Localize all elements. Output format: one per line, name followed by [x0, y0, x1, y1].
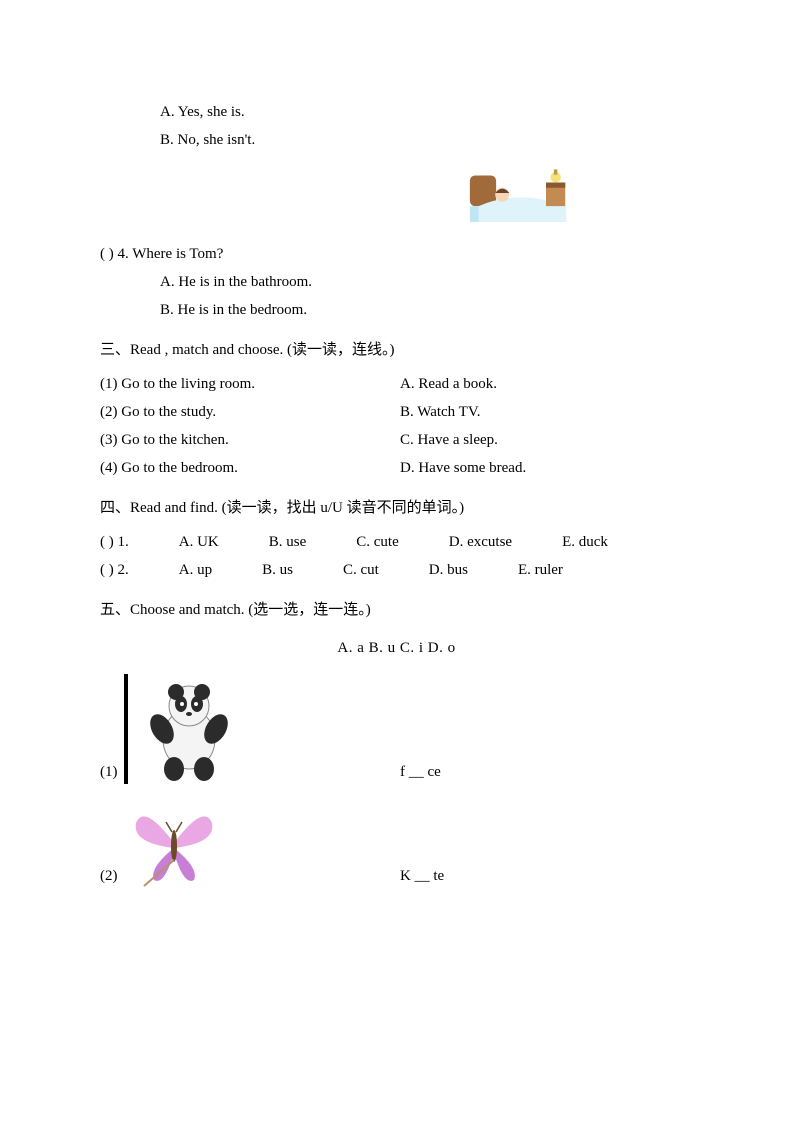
q4-prompt: ( ) 4. Where is Tom?: [100, 242, 693, 266]
section4-q2-d: D. bus: [429, 558, 468, 582]
q4-option-b: B. He is in the bedroom.: [160, 298, 693, 322]
q3-option-a: A. Yes, she is.: [160, 100, 693, 124]
section4-q2-prefix: ( ) 2.: [100, 558, 129, 582]
section3-left-4: (4) Go to the bedroom.: [100, 456, 400, 480]
section3-left-1: (1) Go to the living room.: [100, 372, 400, 396]
butterfly-icon: [124, 798, 224, 888]
section3-row-1: (1) Go to the living room. A. Read a boo…: [100, 372, 693, 396]
section4-q1-e: E. duck: [562, 530, 608, 554]
worksheet-page: A. Yes, she is. B. No, she isn't. ( ) 4.…: [0, 0, 793, 962]
q4-option-a: A. He is in the bathroom.: [160, 270, 693, 294]
section4-q1-c: C. cute: [356, 530, 399, 554]
section5-item2: (2) K __ te: [100, 798, 693, 888]
section4-q1-prefix: ( ) 1.: [100, 530, 129, 554]
section5-item2-word: K __ te: [400, 864, 693, 888]
section4-q2-e: E. ruler: [518, 558, 563, 582]
section3-right-2: B. Watch TV.: [400, 400, 693, 424]
bed-icon: [463, 158, 573, 228]
q4-image-container: [100, 158, 693, 236]
section5-title: 五、Choose and match. (选一选，连一连。): [100, 598, 693, 622]
section3-title: 三、Read , match and choose. (读一读，连线。): [100, 338, 693, 362]
section5-item1-word: f __ ce: [400, 760, 693, 784]
section4-q2-b: B. us: [262, 558, 293, 582]
section4-q1: ( ) 1. A. UK B. use C. cute D. excutse E…: [100, 530, 693, 554]
section3-right-3: C. Have a sleep.: [400, 428, 693, 452]
section3-row-3: (3) Go to the kitchen. C. Have a sleep.: [100, 428, 693, 452]
section4-q2-c: C. cut: [343, 558, 379, 582]
section4-q1-b: B. use: [269, 530, 307, 554]
section3-right-1: A. Read a book.: [400, 372, 693, 396]
section4-title: 四、Read and find. (读一读，找出 u/U 读音不同的单词。): [100, 496, 693, 520]
section4-q2: ( ) 2. A. up B. us C. cut D. bus E. rule…: [100, 558, 693, 582]
panda-icon: [134, 674, 244, 784]
section5-item1-num: (1): [100, 760, 118, 784]
section3-left-2: (2) Go to the study.: [100, 400, 400, 424]
q3-option-b: B. No, she isn't.: [160, 128, 693, 152]
section5-choices: A. a B. u C. i D. o: [100, 636, 693, 660]
section3-right-4: D. Have some bread.: [400, 456, 693, 480]
section5-item1: (1) f __ ce: [100, 674, 693, 784]
vertical-bar-icon: [124, 674, 128, 784]
section3-left-3: (3) Go to the kitchen.: [100, 428, 400, 452]
section3-row-2: (2) Go to the study. B. Watch TV.: [100, 400, 693, 424]
section5-item2-num: (2): [100, 864, 118, 888]
section3-row-4: (4) Go to the bedroom. D. Have some brea…: [100, 456, 693, 480]
section4-q1-a: A. UK: [179, 530, 219, 554]
section4-q1-d: D. excutse: [449, 530, 512, 554]
section4-q2-a: A. up: [179, 558, 212, 582]
